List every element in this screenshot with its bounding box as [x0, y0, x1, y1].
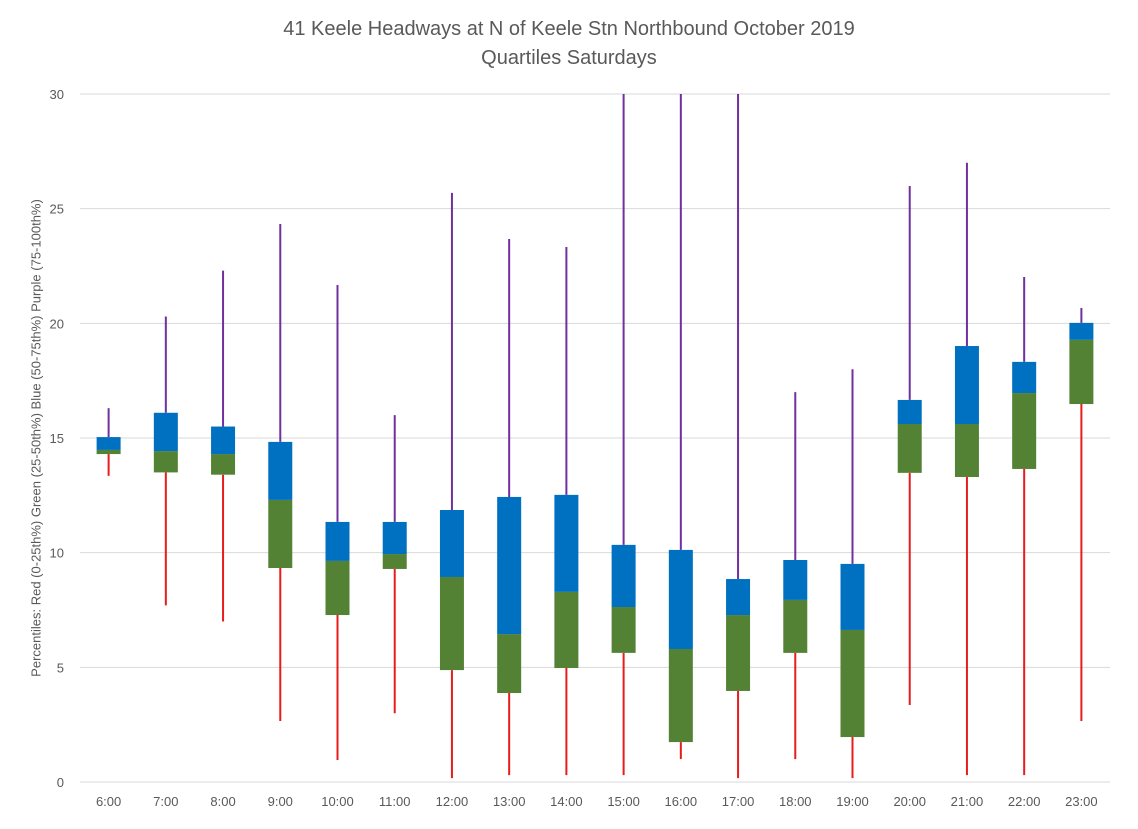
box-group — [211, 270, 236, 622]
x-tick-label: 14:00 — [550, 794, 583, 809]
y-tick-label: 0 — [57, 775, 64, 790]
y-tick-label: 20 — [50, 316, 64, 331]
x-tick-label: 7:00 — [153, 794, 178, 809]
box-median-q3-blue — [1069, 322, 1094, 340]
box-q1-median-green — [668, 648, 693, 743]
box-group — [954, 162, 979, 776]
x-tick-label: 19:00 — [836, 794, 869, 809]
x-axis-ticks: 6:00 7:00 8:00 9:00 10:00 11:00 12:00 13:00 14:0… — [96, 794, 1098, 809]
x-tick-label: 15:00 — [607, 794, 640, 809]
box-median-q3-blue — [668, 549, 693, 649]
box-median-q3-blue — [439, 510, 464, 577]
x-tick-label: 6:00 — [96, 794, 121, 809]
x-tick-label: 10:00 — [321, 794, 354, 809]
box-q1-median-green — [611, 607, 636, 653]
box-q1-median-green — [497, 634, 522, 694]
box-group — [726, 94, 751, 779]
x-tick-label: 22:00 — [1008, 794, 1041, 809]
box-group — [1069, 307, 1094, 721]
box-median-q3-blue — [897, 399, 922, 425]
box-median-q3-blue — [1012, 361, 1037, 394]
box-group — [497, 238, 522, 776]
box-median-q3-blue — [211, 426, 236, 455]
box-median-q3-blue — [611, 544, 636, 608]
box-q1-median-green — [211, 454, 236, 475]
box-group — [1012, 277, 1037, 776]
box-q1-median-green — [1069, 339, 1094, 405]
box-group — [611, 94, 636, 776]
y-axis-ticks: 0 5 10 15 20 25 30 — [50, 87, 64, 790]
box-q1-median-green — [954, 424, 979, 477]
box-group — [382, 415, 407, 714]
y-tick-label: 5 — [57, 660, 64, 675]
box-group — [439, 192, 464, 779]
x-tick-label: 20:00 — [893, 794, 926, 809]
box-q1-median-green — [325, 560, 350, 616]
box-group — [325, 285, 350, 760]
box-median-q3-blue — [954, 346, 979, 425]
box-group — [783, 392, 808, 760]
chart-title: 41 Keele Headways at N of Keele Stn Nort… — [283, 18, 855, 40]
box-median-q3-blue — [382, 521, 407, 555]
box-q1-median-green — [840, 629, 865, 738]
box-group — [897, 185, 922, 705]
box-median-q3-blue — [840, 563, 865, 630]
gridlines — [80, 93, 1110, 783]
x-tick-label: 23:00 — [1065, 794, 1098, 809]
box-q1-median-green — [439, 576, 464, 671]
chart-subtitle: Quartiles Saturdays — [481, 47, 657, 69]
box-group — [268, 224, 293, 721]
box-q1-median-green — [726, 615, 751, 691]
box-q1-median-green — [897, 424, 922, 473]
box-median-q3-blue — [153, 412, 178, 452]
box-median-q3-blue — [268, 441, 293, 500]
x-tick-label: 8:00 — [210, 794, 235, 809]
y-tick-label: 30 — [50, 87, 64, 102]
box-median-q3-blue — [96, 437, 121, 450]
box-q1-median-green — [96, 449, 121, 455]
y-tick-label: 15 — [50, 431, 64, 446]
x-tick-label: 11:00 — [379, 794, 411, 809]
x-tick-label: 16:00 — [665, 794, 698, 809]
box-marks — [96, 94, 1094, 779]
box-median-q3-blue — [497, 496, 522, 635]
box-group — [153, 316, 178, 606]
box-q1-median-green — [382, 554, 407, 569]
x-tick-label: 9:00 — [268, 794, 293, 809]
x-tick-label: 12:00 — [436, 794, 469, 809]
y-tick-label: 10 — [50, 546, 64, 561]
box-group — [96, 408, 121, 476]
box-q1-median-green — [1012, 393, 1037, 469]
box-group — [668, 94, 693, 760]
box-median-q3-blue — [783, 560, 808, 600]
box-group — [840, 369, 865, 779]
box-q1-median-green — [554, 591, 579, 669]
box-median-q3-blue — [554, 494, 579, 592]
x-tick-label: 21:00 — [951, 794, 984, 809]
x-tick-label: 17:00 — [722, 794, 755, 809]
box-q1-median-green — [783, 599, 808, 653]
box-median-q3-blue — [325, 521, 350, 561]
y-tick-label: 25 — [50, 202, 64, 217]
x-tick-label: 18:00 — [779, 794, 812, 809]
box-group — [554, 246, 579, 776]
x-tick-label: 13:00 — [493, 794, 526, 809]
box-q1-median-green — [268, 499, 293, 569]
box-median-q3-blue — [726, 579, 751, 616]
box-q1-median-green — [153, 451, 178, 473]
